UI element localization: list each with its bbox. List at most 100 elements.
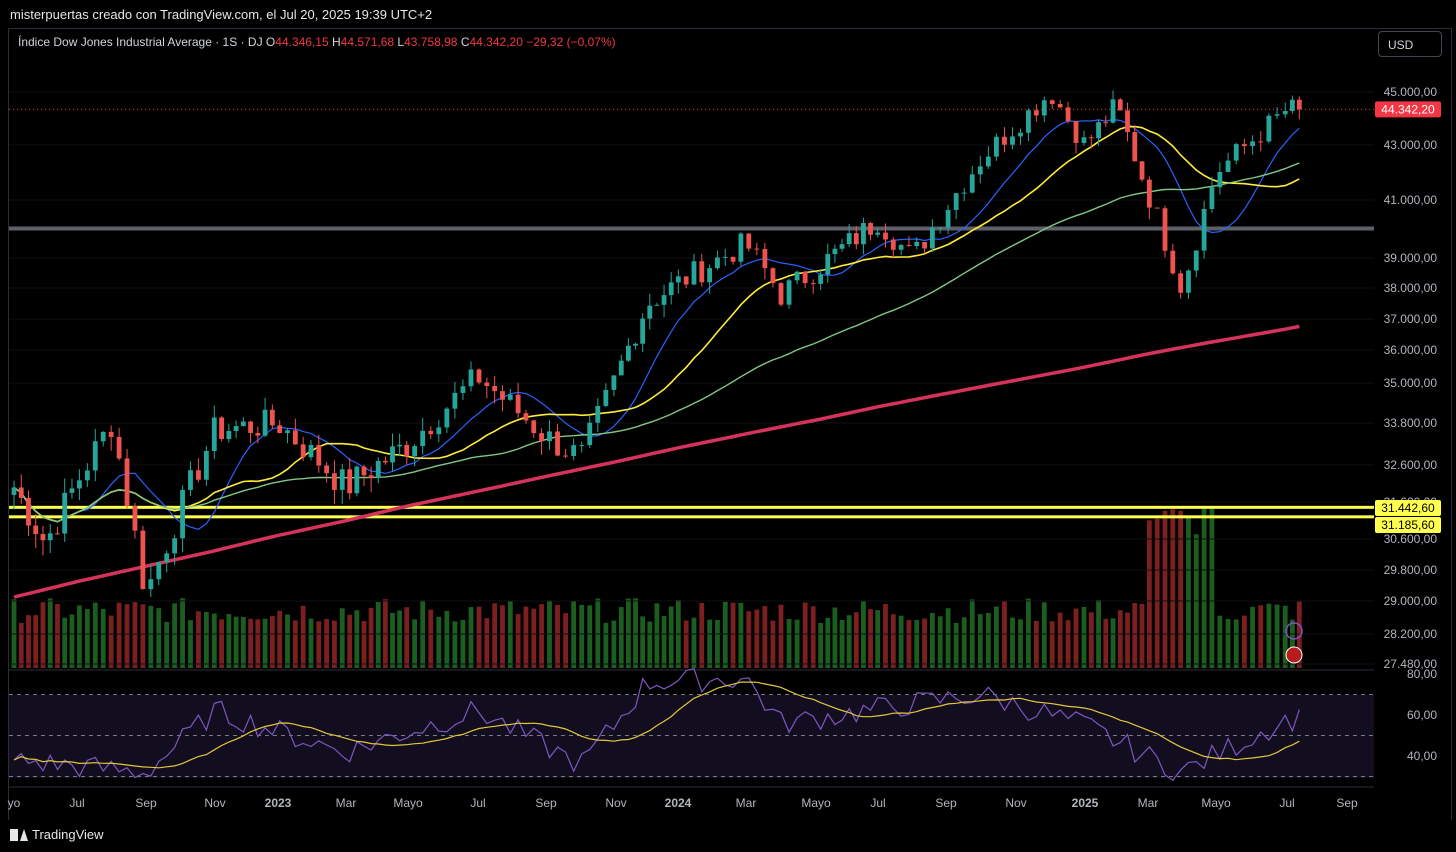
- candle-body: [738, 233, 744, 262]
- volume-bar: [203, 611, 209, 668]
- candle-body: [1242, 144, 1247, 147]
- bottom-bar: [0, 820, 1456, 852]
- flag-icon: [1285, 646, 1303, 664]
- volume-bar: [539, 604, 544, 668]
- level-price-tag: [1375, 517, 1441, 533]
- candle-body: [1146, 179, 1152, 208]
- candle-body: [140, 530, 146, 590]
- candle-body: [1110, 99, 1116, 123]
- candle-body: [211, 417, 217, 452]
- candle-body: [484, 382, 490, 386]
- high-value: 44.571,68: [340, 35, 395, 49]
- volume-bar: [484, 618, 490, 668]
- volume-bar: [922, 618, 927, 668]
- volume-bar: [390, 612, 395, 668]
- support-level-line: [9, 505, 1374, 509]
- candle-body: [770, 268, 776, 284]
- volume-bar: [233, 616, 239, 668]
- volume-bar: [368, 607, 374, 668]
- candle-body: [699, 261, 705, 283]
- volume-bar: [140, 604, 146, 668]
- candle-body: [77, 480, 82, 489]
- candle-body: [1096, 122, 1101, 139]
- volume-bar: [1117, 610, 1123, 668]
- volume-bar: [707, 619, 713, 668]
- candle-body: [1033, 110, 1039, 116]
- price-tick-label: 33.800,00: [1384, 416, 1438, 430]
- volume-bar: [507, 601, 513, 668]
- candle-body: [846, 233, 852, 245]
- price-axis: 45.000,00 43.000,00 41.000,00 39.000,00 38.0…: [1374, 60, 1450, 672]
- volume-bar: [1139, 603, 1145, 668]
- candle-body: [868, 223, 873, 235]
- volume-bar: [219, 619, 225, 668]
- candle-body: [428, 430, 434, 435]
- candle-body: [324, 465, 330, 474]
- candle-body: [18, 487, 24, 498]
- currency-button[interactable]: USD: [1378, 31, 1442, 57]
- candle-body: [1041, 100, 1047, 116]
- candle-body: [500, 391, 505, 400]
- volume-bar: [500, 605, 505, 668]
- volume-bar: [47, 598, 53, 668]
- volume-bar: [55, 603, 60, 668]
- time-tick-label: Nov: [605, 796, 626, 810]
- candle-body: [661, 295, 667, 305]
- volume-bar: [1081, 606, 1087, 668]
- volume-bar: [515, 614, 521, 668]
- candle-body: [778, 283, 784, 305]
- candle-body: [507, 394, 513, 400]
- candle-body: [196, 470, 201, 480]
- candle-body: [640, 318, 646, 344]
- time-tick-label: Nov: [204, 796, 225, 810]
- candle-body: [1018, 132, 1023, 137]
- volume-bar: [375, 601, 381, 668]
- candle-body: [603, 389, 609, 406]
- tradingview-logo[interactable]: TradingView: [10, 827, 104, 842]
- candle-body: [308, 444, 314, 458]
- candle-body: [492, 385, 498, 392]
- volume-bar: [1217, 615, 1223, 668]
- volume-bar: [248, 618, 253, 668]
- volume-bar: [1290, 619, 1295, 668]
- candle-body: [730, 256, 736, 262]
- candle-body: [825, 254, 831, 275]
- volume-bar: [180, 598, 185, 668]
- open-value: 44.346,15: [275, 35, 329, 49]
- time-tick-label: Sep: [535, 796, 557, 810]
- volume-bar: [269, 616, 275, 668]
- candle-body: [1088, 137, 1094, 139]
- price-tick-label: 43.000,00: [1384, 138, 1438, 152]
- volume-bar: [818, 622, 824, 668]
- candle-body: [945, 209, 951, 228]
- volume-bar: [1250, 606, 1255, 668]
- candle-body: [563, 455, 568, 457]
- candle-body: [156, 562, 162, 580]
- time-tick-label: Mayo: [801, 796, 831, 810]
- volume-bar: [84, 609, 90, 668]
- candle-body: [810, 283, 816, 285]
- candle-body: [595, 405, 601, 423]
- volume-bar: [460, 619, 466, 668]
- volume-bar: [339, 608, 345, 668]
- candle-body: [883, 232, 888, 240]
- candle-body: [248, 421, 253, 433]
- price-tick-label: 29.000,00: [1384, 594, 1438, 608]
- volume-bar: [476, 606, 482, 668]
- candle-body: [1065, 107, 1071, 122]
- volume-bar: [188, 620, 193, 668]
- sma-fast-line: [13, 118, 1300, 530]
- candle-body: [476, 369, 482, 383]
- symbol-name[interactable]: Índice Dow Jones Industrial Average · 1S…: [18, 35, 263, 49]
- candle-body: [555, 431, 560, 456]
- candle-body: [675, 276, 681, 283]
- volume-bar: [444, 610, 450, 668]
- candle-body: [188, 470, 193, 490]
- volume-bar: [846, 615, 852, 668]
- volume-bar: [226, 613, 232, 668]
- volume-bar: [699, 603, 705, 668]
- brand-text: TradingView: [32, 827, 104, 842]
- candle-body: [746, 233, 752, 249]
- volume-bar: [1018, 619, 1023, 668]
